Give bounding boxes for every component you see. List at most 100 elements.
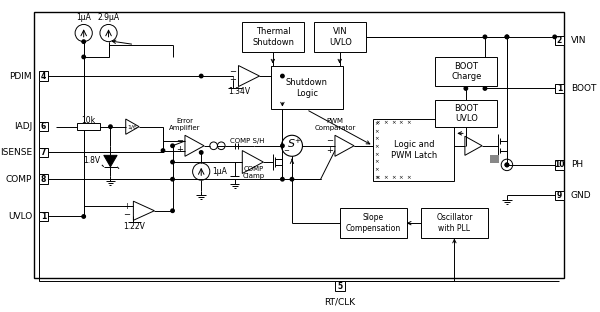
- Bar: [373, 119, 454, 181]
- Circle shape: [505, 35, 509, 39]
- Circle shape: [281, 144, 284, 148]
- Circle shape: [553, 35, 556, 39]
- Bar: [490, 155, 491, 163]
- Bar: [435, 100, 497, 127]
- Bar: [39, 212, 49, 221]
- Text: ×: ×: [374, 129, 379, 134]
- Bar: [34, 12, 564, 278]
- Text: +: +: [123, 202, 130, 212]
- Circle shape: [483, 35, 487, 39]
- Text: 10k: 10k: [82, 116, 95, 125]
- Bar: [340, 208, 407, 238]
- Text: +: +: [326, 146, 332, 155]
- Circle shape: [483, 87, 487, 90]
- Bar: [491, 155, 494, 163]
- Bar: [554, 160, 564, 170]
- Bar: [554, 84, 564, 93]
- Text: 1µA: 1µA: [212, 167, 227, 176]
- Text: 1.34V: 1.34V: [228, 86, 250, 95]
- Text: BOOT
UVLO: BOOT UVLO: [454, 104, 478, 123]
- Bar: [497, 155, 499, 163]
- Text: ×: ×: [398, 175, 403, 180]
- Circle shape: [171, 178, 174, 181]
- Text: ×: ×: [374, 137, 379, 142]
- Text: COMP
Clamp: COMP Clamp: [242, 166, 265, 179]
- Text: Logic and
PWM Latch: Logic and PWM Latch: [391, 140, 437, 160]
- Text: ×: ×: [374, 175, 379, 180]
- Text: ×: ×: [374, 159, 379, 164]
- Text: 7: 7: [41, 148, 46, 157]
- Circle shape: [290, 178, 293, 181]
- Text: ×: ×: [376, 175, 380, 180]
- Text: COMP S/H: COMP S/H: [230, 138, 265, 144]
- Text: ×: ×: [376, 120, 380, 125]
- Text: ×: ×: [374, 152, 379, 157]
- Circle shape: [505, 163, 509, 167]
- Circle shape: [281, 178, 284, 181]
- Text: VIN: VIN: [571, 36, 586, 45]
- Text: 2.9µA: 2.9µA: [97, 12, 119, 22]
- Text: ×: ×: [391, 175, 395, 180]
- Circle shape: [171, 144, 174, 148]
- Text: Error
Amplifier: Error Amplifier: [169, 119, 201, 131]
- Circle shape: [505, 163, 509, 167]
- Text: 1.8V: 1.8V: [83, 156, 100, 165]
- Text: −: −: [229, 67, 236, 76]
- Bar: [314, 22, 367, 52]
- Text: ×: ×: [406, 120, 411, 125]
- Text: 1/6: 1/6: [127, 124, 137, 129]
- Bar: [39, 174, 49, 184]
- Text: Oscillator
with PLL: Oscillator with PLL: [436, 213, 473, 233]
- Text: BOOT: BOOT: [571, 84, 596, 93]
- Text: BOOT
Charge: BOOT Charge: [451, 61, 482, 81]
- Text: VIN
UVLO: VIN UVLO: [329, 27, 352, 46]
- Bar: [421, 208, 488, 238]
- Circle shape: [82, 40, 85, 43]
- Bar: [39, 71, 49, 81]
- Polygon shape: [104, 155, 117, 167]
- Text: 2: 2: [557, 36, 562, 45]
- Text: PWM
Comparator: PWM Comparator: [314, 119, 356, 131]
- Text: 1: 1: [557, 84, 562, 93]
- Text: 9: 9: [557, 191, 562, 200]
- Circle shape: [505, 35, 509, 39]
- Bar: [335, 281, 344, 291]
- Text: UVLO: UVLO: [8, 212, 32, 221]
- Circle shape: [82, 55, 85, 59]
- Text: ×: ×: [374, 167, 379, 172]
- Text: 10: 10: [554, 160, 565, 169]
- Text: ×: ×: [383, 175, 388, 180]
- Text: −: −: [123, 210, 130, 219]
- Text: Thermal
Shutdown: Thermal Shutdown: [253, 27, 295, 46]
- Text: −: −: [176, 137, 183, 145]
- Circle shape: [171, 160, 174, 164]
- Text: COMP: COMP: [6, 175, 32, 184]
- Circle shape: [199, 151, 203, 154]
- Text: ×: ×: [383, 120, 388, 125]
- Circle shape: [82, 215, 85, 218]
- Circle shape: [281, 74, 284, 78]
- Text: ×: ×: [398, 120, 403, 125]
- Bar: [242, 22, 304, 52]
- Bar: [494, 155, 496, 163]
- Text: 5: 5: [337, 282, 342, 291]
- Text: GND: GND: [571, 191, 592, 200]
- Bar: [554, 191, 564, 200]
- Text: −: −: [283, 148, 289, 154]
- Text: 1.22V: 1.22V: [123, 222, 145, 231]
- Circle shape: [199, 74, 203, 78]
- Bar: [496, 155, 497, 163]
- Circle shape: [109, 125, 112, 129]
- Text: −: −: [326, 137, 333, 145]
- Bar: [435, 57, 497, 85]
- Text: RT/CLK: RT/CLK: [324, 298, 355, 307]
- Text: 1µA: 1µA: [76, 12, 91, 22]
- Text: S: S: [289, 139, 296, 149]
- Text: 8: 8: [41, 175, 46, 184]
- Text: 6: 6: [41, 122, 46, 131]
- Text: ×: ×: [374, 121, 379, 126]
- Text: ISENSE: ISENSE: [0, 148, 32, 157]
- Text: 4: 4: [41, 71, 46, 80]
- Bar: [39, 122, 49, 131]
- Bar: [271, 66, 343, 110]
